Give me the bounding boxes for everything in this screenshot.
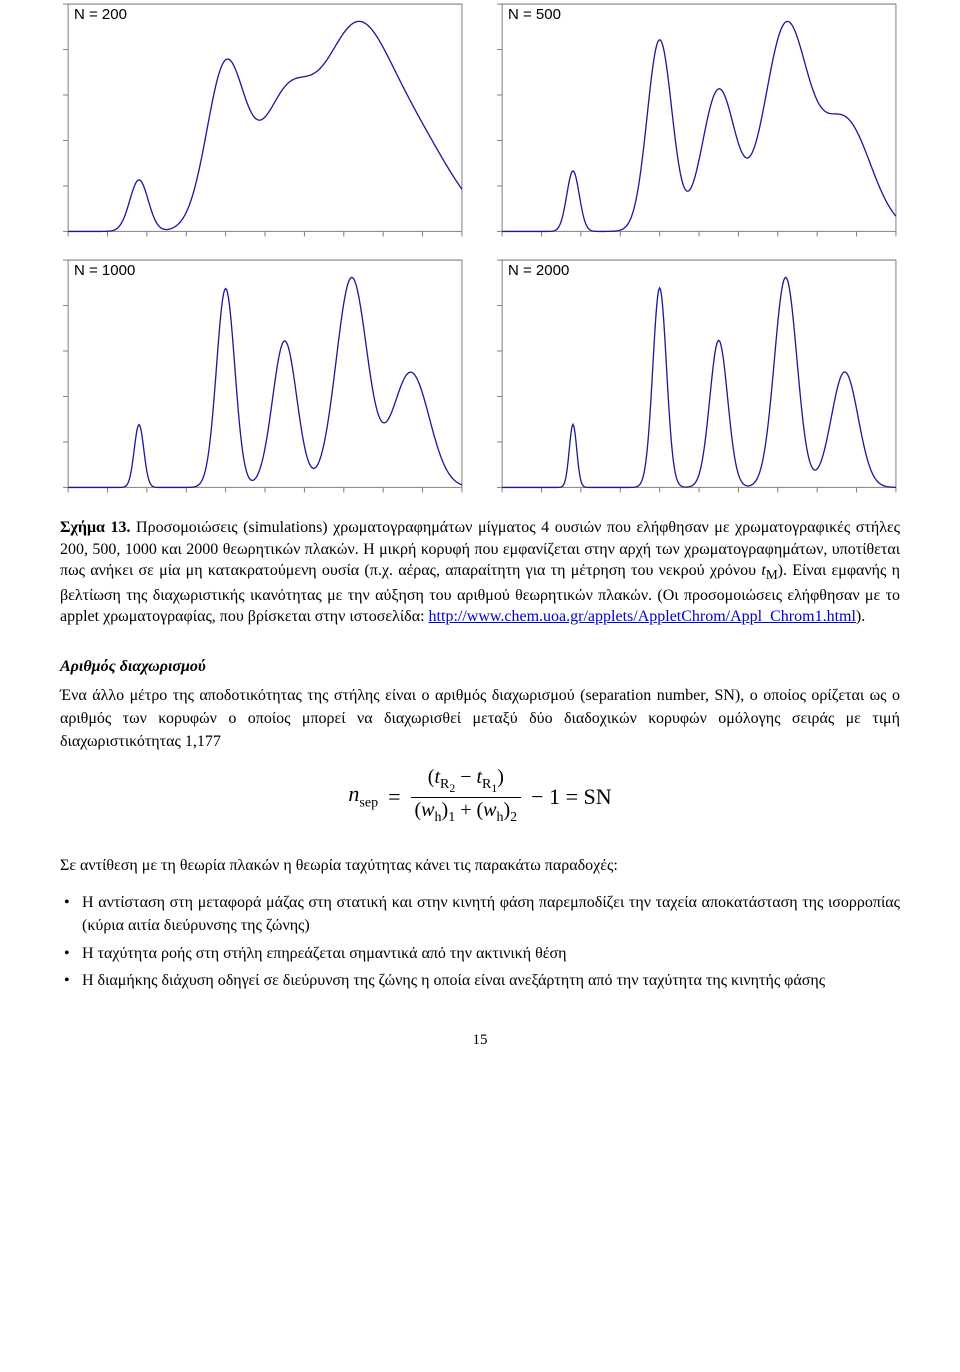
list-item: Η ταχύτητα ροής στη στήλη επηρεάζεται ση… <box>60 942 900 965</box>
section-body: Ένα άλλο μέτρο της αποδοτικότητας της στ… <box>60 684 900 754</box>
contrast-intro: Σε αντίθεση με τη θεωρία πλακών η θεωρία… <box>60 854 900 877</box>
chart-panel: N = 1000 <box>60 256 466 500</box>
caption-link[interactable]: http://www.chem.uoa.gr/applets/AppletChr… <box>429 608 856 625</box>
chart-n-label: N = 200 <box>74 6 127 23</box>
list-item: Η διαμήκης διάχυση οδηγεί σε διεύρυνση τ… <box>60 969 900 992</box>
chart-n-label: N = 1000 <box>74 262 135 279</box>
caption-tm-sub: M <box>766 568 778 583</box>
list-item: Η αντίσταση στη μεταφορά μάζας στη στατι… <box>60 891 900 937</box>
chromatogram-chart <box>60 0 466 244</box>
chart-panel: N = 500 <box>494 0 900 244</box>
assumptions-list: Η αντίσταση στη μεταφορά μάζας στη στατι… <box>60 891 900 992</box>
chart-panel: N = 2000 <box>494 256 900 500</box>
eq-lhs-base: n <box>348 781 359 806</box>
caption-text-3: ). <box>856 608 865 625</box>
chart-panel: N = 200 <box>60 0 466 244</box>
chart-n-label: N = 2000 <box>508 262 569 279</box>
chromatogram-chart <box>494 256 900 500</box>
eq-lhs-sub: sep <box>359 796 378 811</box>
figure-caption: Σχήμα 13. Προσομοιώσεις (simulations) χρ… <box>60 517 900 628</box>
chart-n-label: N = 500 <box>508 6 561 23</box>
section-title: Αριθμός διαχωρισμού <box>60 658 900 676</box>
page-number: 15 <box>60 1032 900 1049</box>
caption-prefix: Σχήμα 13. <box>60 519 131 536</box>
charts-grid: N = 200 N = 500 N = 1000 N = 2000 <box>60 0 900 499</box>
eq-fraction: (tR2 − tR1) (wh)1 + (wh)2 <box>411 767 522 826</box>
equation: nsep = (tR2 − tR1) (wh)1 + (wh)2 − 1 = S… <box>60 767 900 826</box>
chromatogram-chart <box>60 256 466 500</box>
eq-tail: − 1 = SN <box>531 784 611 810</box>
chromatogram-chart <box>494 0 900 244</box>
